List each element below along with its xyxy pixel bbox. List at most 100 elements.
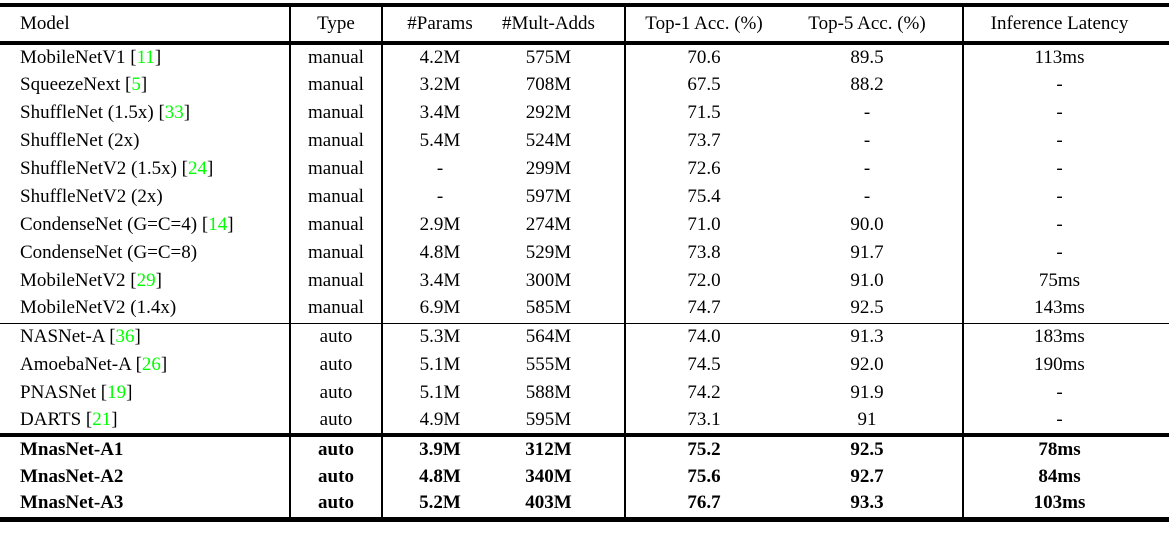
- top1-acc-cell: 74.2: [624, 379, 790, 407]
- top5-acc-cell: 89.5: [850, 46, 884, 68]
- header-row: Model Type #Params #Mult-Adds Top-1 Acc.…: [0, 5, 1169, 43]
- latency-cell: -: [962, 99, 1169, 127]
- citation: [36]: [104, 325, 141, 347]
- table-row: MobileNetV2 (1.4x) manual 6.9M 585M 74.7…: [0, 295, 1169, 323]
- model-cell: ShuffleNet (1.5x) [33]: [0, 99, 290, 127]
- table-row: NASNet-A [36] auto 5.3M 564M 74.0 91.3 1…: [0, 323, 1169, 351]
- latency-cell: 143ms: [962, 295, 1169, 323]
- top5-acc-cell: -: [863, 185, 871, 207]
- table-row: MnasNet-A1 auto 3.9M 312M 75.2 92.5 78ms: [0, 435, 1169, 463]
- params-cell: 4.8M: [381, 239, 497, 267]
- citation: [24]: [177, 157, 214, 179]
- latency-cell: 113ms: [962, 43, 1169, 71]
- latency-cell: 84ms: [962, 463, 1169, 491]
- citation: [26]: [131, 353, 168, 375]
- table-row: ShuffleNetV2 (2x) manual - 597M 75.4 - -: [0, 183, 1169, 211]
- top5-acc-cell: 91.3: [850, 325, 884, 347]
- citation-close-bracket: ]: [206, 157, 214, 179]
- params-cell: 4.2M: [381, 43, 497, 71]
- params-cell: 3.4M: [381, 267, 497, 295]
- citation-link[interactable]: 11: [136, 46, 155, 68]
- model-name: DARTS: [20, 408, 82, 430]
- section-auto-models: NASNet-A [36] auto 5.3M 564M 74.0 91.3 1…: [0, 323, 1169, 435]
- type-cell: manual: [289, 99, 382, 127]
- model-cell: MobileNetV2 (1.4x): [0, 295, 290, 323]
- mult-adds-cell: 564M: [525, 325, 572, 347]
- model-cell: CondenseNet (G=C=4) [14]: [0, 211, 290, 239]
- citation-close-bracket: ]: [160, 353, 168, 375]
- citation-close-bracket: ]: [134, 325, 141, 347]
- top5-acc-cell: -: [863, 129, 871, 151]
- citation-open-bracket: [: [104, 325, 116, 347]
- top1-acc-cell: 72.0: [624, 267, 790, 295]
- model-name: ShuffleNetV2 (1.5x): [20, 157, 177, 179]
- mult-adds-cell: 595M: [525, 408, 572, 430]
- type-cell: auto: [289, 435, 382, 463]
- latency-cell: -: [962, 239, 1169, 267]
- top1-acc-cell: 75.6: [624, 463, 790, 491]
- citation-close-bracket: ]: [126, 381, 133, 403]
- section-mnasnet-models: MnasNet-A1 auto 3.9M 312M 75.2 92.5 78ms…: [0, 435, 1169, 519]
- citation: [29]: [126, 270, 162, 291]
- citation-link[interactable]: 21: [92, 408, 112, 430]
- top5-acc-cell: 91.0: [850, 269, 884, 291]
- citation: [11]: [125, 46, 161, 68]
- citation-close-bracket: ]: [155, 269, 162, 291]
- model-name: MobileNetV1: [20, 46, 126, 68]
- citation-close-bracket: ]: [140, 73, 148, 95]
- table-row: ShuffleNetV2 (1.5x) [24] manual - 299M 7…: [0, 155, 1169, 183]
- params-cell: 3.9M: [381, 435, 497, 463]
- params-cell: 5.4M: [381, 127, 497, 155]
- params-cell: 5.1M: [381, 379, 497, 407]
- params-cell: 3.4M: [381, 99, 497, 127]
- citation-link[interactable]: 26: [141, 353, 161, 375]
- params-cell: 4.8M: [381, 463, 497, 491]
- model-name: MnasNet-A2: [20, 465, 124, 487]
- type-cell: auto: [289, 379, 382, 407]
- citation-link[interactable]: 14: [208, 213, 228, 235]
- mult-adds-cell: 575M: [525, 46, 572, 68]
- citation-open-bracket: [: [153, 101, 165, 123]
- mult-adds-cell: 529M: [525, 241, 572, 263]
- citation: [19]: [96, 381, 133, 403]
- top1-acc-cell: 72.6: [624, 155, 790, 183]
- model-cell: MobileNetV2 [29]: [0, 267, 290, 295]
- model-name: MnasNet-A3: [20, 492, 124, 514]
- model-name: SqueezeNext: [20, 73, 121, 95]
- mult-adds-cell: 588M: [525, 381, 572, 403]
- top5-acc-cell: -: [863, 101, 871, 123]
- model-cell: NASNet-A [36]: [0, 323, 290, 351]
- model-name: MobileNetV2: [20, 269, 126, 291]
- citation-open-bracket: [: [125, 46, 137, 68]
- latency-cell: -: [962, 407, 1169, 435]
- model-name: ShuffleNet (2x): [20, 129, 140, 151]
- latency-cell: 75ms: [962, 267, 1169, 295]
- mult-adds-cell: 708M: [525, 73, 572, 95]
- type-cell: manual: [289, 239, 382, 267]
- mult-adds-cell: 299M: [525, 157, 572, 179]
- citation-open-bracket: [: [81, 408, 93, 430]
- model-cell: MnasNet-A2: [0, 463, 290, 491]
- citation-link[interactable]: 29: [136, 269, 156, 291]
- model-cell: MobileNetV1 [11]: [0, 43, 290, 71]
- type-cell: manual: [289, 127, 382, 155]
- mult-adds-cell: 585M: [525, 297, 572, 319]
- citation-link[interactable]: 19: [107, 381, 127, 403]
- citation-link[interactable]: 5: [131, 73, 141, 95]
- type-cell: manual: [289, 71, 382, 99]
- citation-link[interactable]: 33: [164, 101, 184, 123]
- header-inference-latency: Inference Latency: [962, 5, 1169, 43]
- latency-cell: -: [962, 183, 1169, 211]
- latency-cell: 78ms: [962, 435, 1169, 463]
- params-cell: 4.9M: [381, 407, 497, 435]
- model-cell: AmoebaNet-A [26]: [0, 351, 290, 379]
- model-cell: MnasNet-A3: [0, 491, 290, 519]
- mult-adds-cell: 274M: [525, 213, 572, 235]
- citation-link[interactable]: 24: [187, 157, 207, 179]
- header-top1-acc: Top-1 Acc. (%): [624, 5, 790, 43]
- table-row: MnasNet-A2 auto 4.8M 340M 75.6 92.7 84ms: [0, 463, 1169, 491]
- mult-adds-cell: 555M: [525, 353, 572, 375]
- citation-close-bracket: ]: [227, 213, 234, 235]
- citation-link[interactable]: 36: [115, 325, 135, 347]
